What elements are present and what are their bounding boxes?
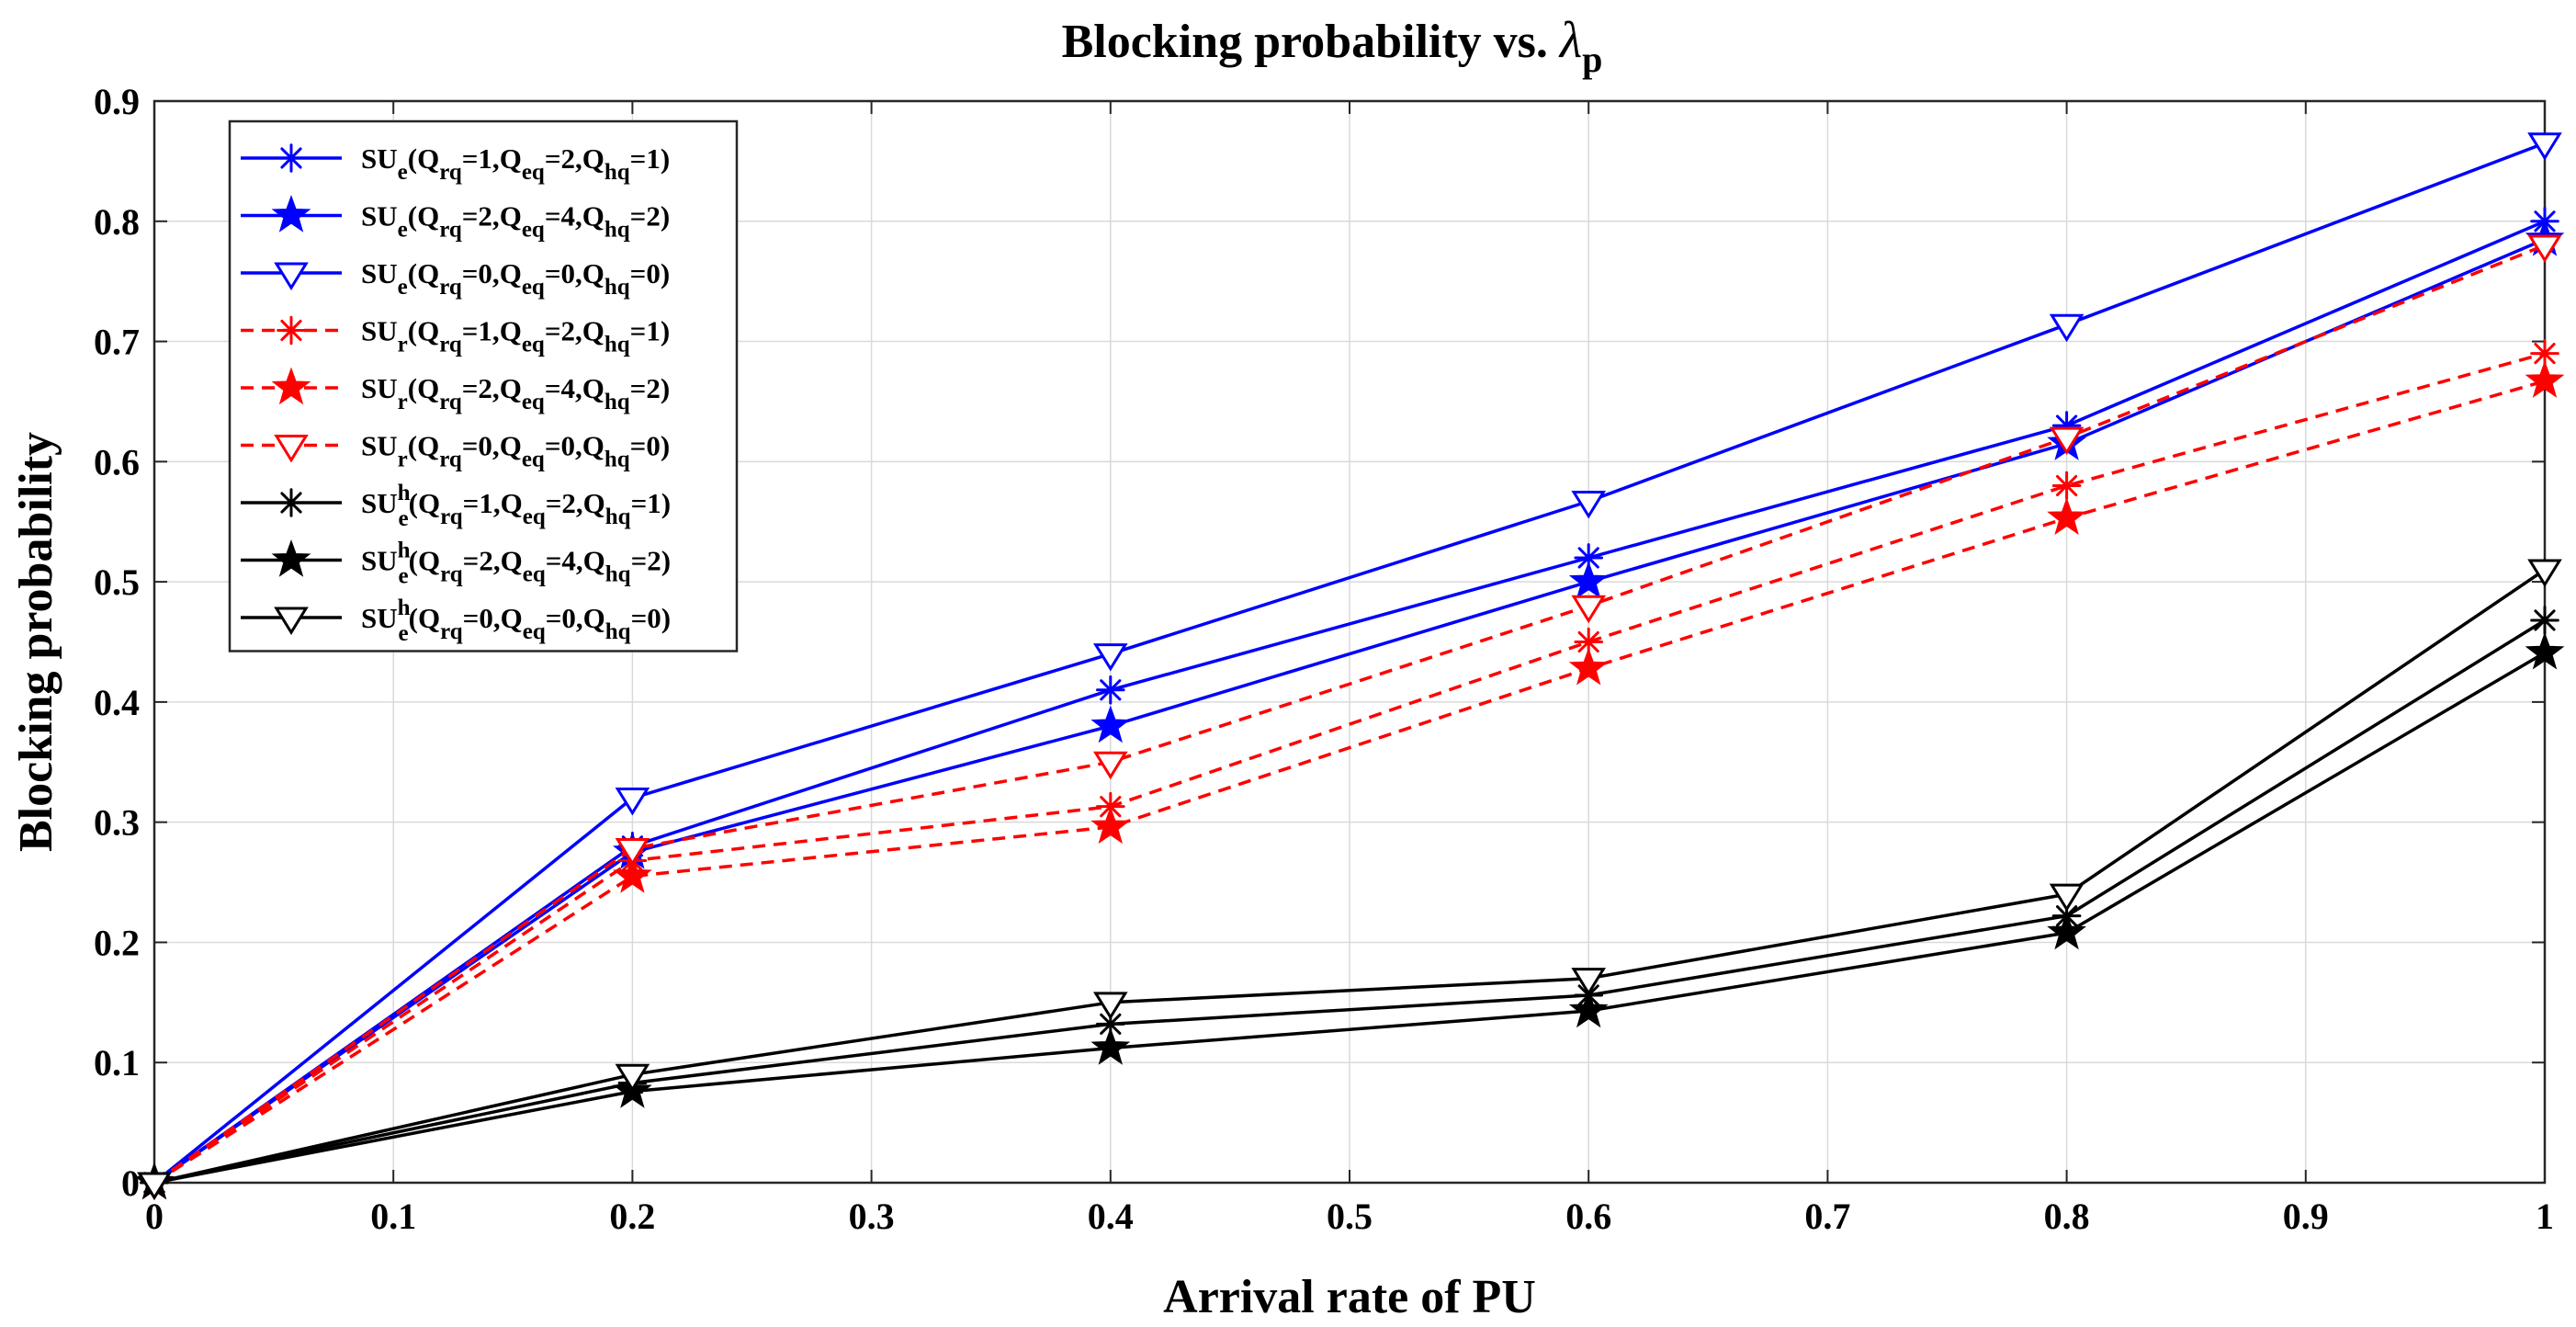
data-point (2051, 471, 2082, 501)
legend-label: SUe(Qrq=0,Qeq=0,Qhq=0) (361, 257, 670, 300)
data-point (2527, 234, 2562, 263)
series-line (153, 220, 2546, 1185)
data-point (2527, 559, 2562, 588)
data-point (2049, 313, 2085, 343)
legend-marker (271, 539, 311, 577)
series-line (153, 237, 2546, 1185)
legend-label: SUe(Qrq=1,Qeq=2,Qhq=1) (361, 142, 670, 185)
legend-entry: SUh e(Qrq=0,Qeq=0,Qhq=0) (241, 595, 671, 646)
legend: SUe(Qrq=1,Qeq=2,Qhq=1) SUe(Qrq=2,Qeq=4,Qh… (228, 119, 739, 652)
data-point (137, 1172, 172, 1200)
series-group (134, 132, 2565, 1200)
legend-label: SUr(Qrq=1,Qeq=2,Qhq=1) (361, 315, 670, 357)
legend-entry: SUr(Qrq=0,Qeq=0,Qhq=0) (241, 430, 670, 472)
data-point (2527, 132, 2562, 161)
legend-label: SUe(Qrq=2,Qeq=4,Qhq=2) (361, 200, 670, 243)
legend-marker (274, 262, 309, 290)
data-point (615, 1063, 650, 1093)
x-tick-label: 0 (145, 1196, 164, 1237)
y-tick-label: 0.3 (94, 802, 140, 844)
data-point (1568, 647, 1609, 686)
data-point (2047, 497, 2087, 535)
y-tick-label: 0.4 (94, 682, 140, 723)
legend-entry: SUh e(Qrq=2,Qeq=4,Qhq=2) (241, 539, 671, 589)
data-point (2525, 360, 2565, 398)
data-point (2049, 426, 2085, 456)
legend-marker (271, 194, 311, 233)
data-point (1568, 561, 1609, 599)
x-tick-label: 0.4 (1088, 1196, 1134, 1237)
data-point (615, 837, 650, 867)
series-line (153, 142, 2546, 1185)
series-3 (137, 132, 2562, 1200)
series-line (153, 651, 2546, 1185)
data-point (2049, 883, 2085, 913)
axis-ticks: 0 0.1 0.2 0.3 0.4 0.5 0.6 0.7 0.8 0.9 1 0 0.1 0.2 0.3 0… (94, 81, 2554, 1237)
legend-marker (271, 367, 311, 405)
y-tick-label: 0.9 (94, 81, 140, 122)
x-tick-label: 0.3 (849, 1196, 895, 1237)
legend-entry: SUr(Qrq=1,Qeq=2,Qhq=1) (241, 315, 670, 357)
legend-label: SUh e(Qrq=1,Qeq=2,Qhq=1) (361, 481, 671, 531)
x-tick-label: 0.7 (1804, 1196, 1850, 1237)
data-point (2530, 606, 2559, 635)
x-tick-label: 0.9 (2283, 1196, 2329, 1237)
series-line (153, 380, 2546, 1185)
legend-marker (277, 315, 306, 346)
data-point (1096, 675, 1125, 705)
legend-entry: SUr(Qrq=2,Qeq=4,Qhq=2) (241, 367, 670, 414)
series-line (153, 568, 2546, 1185)
data-point (612, 855, 652, 893)
y-axis-label: Blocking probability (10, 432, 62, 852)
x-tick-label: 0.5 (1327, 1196, 1373, 1237)
data-point (1571, 595, 1607, 624)
y-tick-label: 0.5 (94, 561, 140, 603)
x-tick-label: 0.6 (1565, 1196, 1611, 1237)
y-tick-label: 0.1 (94, 1042, 140, 1083)
data-point (1090, 1026, 1131, 1065)
legend-marker (274, 435, 309, 463)
y-tick-label: 0.2 (94, 922, 140, 963)
data-point (1568, 990, 1609, 1028)
legend-label: SUh e(Qrq=0,Qeq=0,Qhq=0) (361, 595, 671, 646)
legend-label: SUr(Qrq=2,Qeq=4,Qhq=2) (361, 372, 670, 414)
data-point (1090, 705, 1131, 743)
x-tick-label: 0.8 (2044, 1196, 2090, 1237)
data-point (2047, 912, 2087, 950)
chart-title-subscript: p (1582, 39, 1602, 80)
y-tick-label: 0 (121, 1163, 140, 1204)
legend-marker (274, 607, 309, 635)
chart-title-lambda: λ (1558, 12, 1582, 69)
series-line (153, 618, 2546, 1185)
x-tick-label: 0.1 (370, 1196, 416, 1237)
legend-entry: SUe(Qrq=0,Qeq=0,Qhq=0) (241, 257, 670, 300)
data-point (1092, 992, 1128, 1020)
data-point (1090, 806, 1131, 845)
x-axis-label: Arrival rate of PU (1163, 1271, 1536, 1323)
chart-title-text: Blocking probability vs. (1062, 16, 1560, 68)
legend-label: SUr(Qrq=0,Qeq=0,Qhq=0) (361, 430, 670, 472)
y-tick-label: 0.8 (94, 201, 140, 243)
y-tick-label: 0.6 (94, 441, 140, 482)
y-tick-label: 0.7 (94, 322, 140, 363)
series-9 (137, 559, 2562, 1200)
x-tick-label: 0.2 (609, 1196, 655, 1237)
data-point (1092, 751, 1128, 780)
series-line (153, 351, 2546, 1185)
data-point (1571, 490, 1607, 519)
x-tick-label: 1 (2536, 1196, 2554, 1237)
series-line (153, 244, 2546, 1185)
legend-label: SUh e(Qrq=2,Qeq=4,Qhq=2) (361, 539, 671, 589)
legend-entry: SUe(Qrq=1,Qeq=2,Qhq=1) (241, 142, 670, 185)
data-point (615, 788, 650, 816)
legend-entry: SUe(Qrq=2,Qeq=4,Qhq=2) (241, 194, 670, 243)
legend-marker (277, 143, 306, 173)
chart-title: Blocking probability vs. λp (1062, 12, 1603, 80)
data-point (1571, 968, 1607, 996)
legend-marker (277, 488, 306, 517)
legend-entry: SUh e(Qrq=1,Qeq=2,Qhq=1) (241, 481, 671, 531)
data-point (2525, 631, 2565, 670)
data-point (1092, 643, 1128, 672)
